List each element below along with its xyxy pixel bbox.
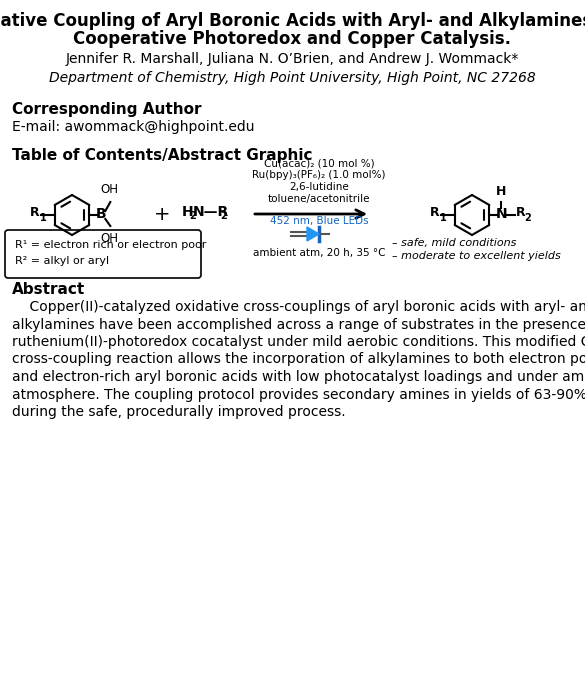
Text: atmosphere. The coupling protocol provides secondary amines in yields of 63-90%: atmosphere. The coupling protocol provid…: [12, 388, 585, 402]
Text: 452 nm, Blue LEDs: 452 nm, Blue LEDs: [270, 216, 369, 226]
Text: Department of Chemistry, High Point University, High Point, NC 27268: Department of Chemistry, High Point Univ…: [49, 71, 535, 85]
Text: E-mail: awommack@highpoint.edu: E-mail: awommack@highpoint.edu: [12, 120, 254, 134]
Text: Corresponding Author: Corresponding Author: [12, 102, 201, 117]
Text: Jennifer R. Marshall, Juliana N. O’Brien, and Andrew J. Wommack*: Jennifer R. Marshall, Juliana N. O’Brien…: [66, 52, 519, 66]
Text: N: N: [495, 207, 507, 221]
Text: ruthenium(II)-photoredox cocatalyst under mild aerobic conditions. This modified: ruthenium(II)-photoredox cocatalyst unde…: [12, 335, 585, 349]
Text: 1: 1: [40, 213, 47, 223]
Text: N—R: N—R: [193, 205, 229, 219]
Text: 2,6-lutidine: 2,6-lutidine: [289, 182, 349, 192]
Text: – safe, mild conditions: – safe, mild conditions: [392, 238, 517, 248]
Polygon shape: [307, 227, 319, 241]
Text: cross-coupling reaction allows the incorporation of alkylamines to both electron: cross-coupling reaction allows the incor…: [12, 353, 585, 367]
FancyBboxPatch shape: [5, 230, 201, 278]
Text: 1: 1: [440, 213, 447, 223]
Text: toluene/acetonitrile: toluene/acetonitrile: [268, 194, 370, 204]
Text: Ru(bpy)₃(PF₆)₂ (1.0 mol%): Ru(bpy)₃(PF₆)₂ (1.0 mol%): [252, 170, 386, 180]
Text: Cooperative Photoredox and Copper Catalysis.: Cooperative Photoredox and Copper Cataly…: [73, 30, 511, 48]
Text: Table of Contents/Abstract Graphic: Table of Contents/Abstract Graphic: [12, 148, 312, 163]
Text: 2: 2: [524, 213, 531, 223]
Text: R² = alkyl or aryl: R² = alkyl or aryl: [15, 256, 109, 266]
Text: R: R: [517, 206, 526, 220]
Text: ambient atm, 20 h, 35 °C: ambient atm, 20 h, 35 °C: [253, 248, 386, 258]
Text: R: R: [30, 206, 40, 218]
Text: Cu(acac)₂ (10 mol %): Cu(acac)₂ (10 mol %): [264, 158, 374, 168]
Text: during the safe, procedurally improved process.: during the safe, procedurally improved p…: [12, 405, 346, 419]
Text: alkylamines have been accomplished across a range of substrates in the presence : alkylamines have been accomplished acros…: [12, 318, 585, 332]
Text: 2: 2: [189, 211, 196, 221]
Text: – moderate to excellent yields: – moderate to excellent yields: [392, 251, 561, 261]
Text: OH: OH: [100, 183, 118, 196]
Text: B: B: [96, 207, 106, 221]
Text: H: H: [496, 185, 507, 198]
Text: R¹ = electron rich or electron poor: R¹ = electron rich or electron poor: [15, 240, 207, 250]
Text: H: H: [182, 205, 194, 219]
Text: OH: OH: [100, 232, 118, 245]
Text: Abstract: Abstract: [12, 282, 85, 297]
Text: 2: 2: [220, 211, 227, 221]
Text: R: R: [430, 206, 440, 218]
Text: Oxidative Coupling of Aryl Boronic Acids with Aryl- and Alkylamines via: Oxidative Coupling of Aryl Boronic Acids…: [0, 12, 585, 30]
Text: +: +: [154, 204, 170, 223]
Text: Copper(II)-catalyzed oxidative cross-couplings of aryl boronic acids with aryl- : Copper(II)-catalyzed oxidative cross-cou…: [12, 300, 585, 314]
Text: and electron-rich aryl boronic acids with low photocatalyst loadings and under a: and electron-rich aryl boronic acids wit…: [12, 370, 585, 384]
